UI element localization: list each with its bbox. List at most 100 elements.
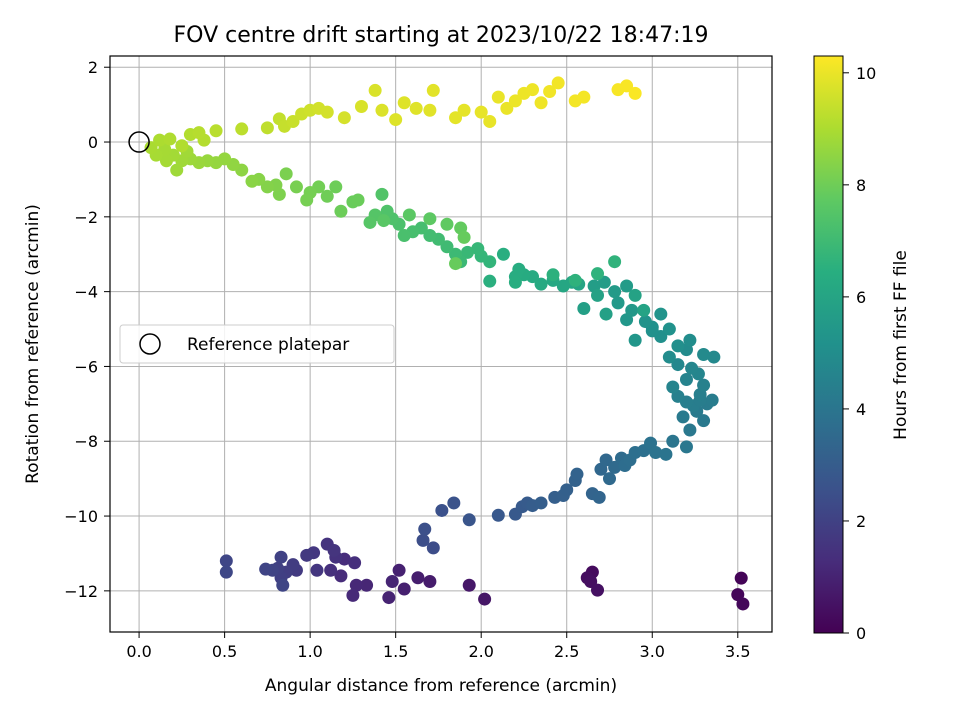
scatter-point [628, 288, 642, 302]
scatter-point [697, 378, 711, 392]
scatter-point [534, 96, 548, 110]
scatter-point [500, 101, 514, 115]
scatter-point [320, 189, 334, 203]
scatter-point [385, 575, 399, 589]
scatter-point [354, 99, 368, 113]
scatter-point [219, 565, 233, 579]
scatter-point [707, 350, 721, 364]
scatter-point [546, 268, 560, 282]
chart-title: FOV centre drift starting at 2023/10/22 … [174, 23, 709, 48]
scatter-point [599, 453, 613, 467]
scatter-point [402, 208, 416, 222]
scatter-point [697, 347, 711, 361]
colorbar-tick-label: 8 [856, 176, 866, 195]
scatter-point [602, 472, 616, 486]
scatter-point [496, 247, 510, 261]
y-tick-label: −2 [74, 208, 98, 227]
scatter-point [409, 101, 423, 115]
scatter-point [736, 597, 750, 611]
scatter-point [334, 204, 348, 218]
scatter-point [560, 483, 574, 497]
scatter-point [320, 105, 334, 119]
scatter-point [449, 247, 463, 261]
scatter-point [671, 358, 685, 372]
reference-point-marker [128, 131, 150, 153]
scatter-point [397, 229, 411, 243]
scatter-point [209, 124, 223, 138]
x-tick-label: 1.0 [297, 642, 322, 661]
y-tick-label: 2 [88, 58, 98, 77]
scatter-point [685, 361, 699, 375]
scatter-point [705, 393, 719, 407]
scatter-point [375, 103, 389, 117]
scatter-point [377, 214, 391, 228]
scatter-point [360, 578, 374, 592]
scatter-point [666, 434, 680, 448]
scatter-point [274, 550, 288, 564]
x-tick-label: 0.0 [126, 642, 151, 661]
scatter-point [327, 543, 341, 557]
scatter-point [219, 554, 233, 568]
y-tick-label: −6 [74, 357, 98, 376]
scatter-point [679, 373, 693, 387]
scatter-point [426, 541, 440, 555]
scatter-point [276, 578, 290, 592]
scatter-point [260, 180, 274, 194]
scatter-point [654, 307, 668, 321]
x-tick-label: 3.5 [725, 642, 750, 661]
colorbar-tick-label: 10 [856, 64, 876, 83]
scatter-point [683, 333, 697, 347]
scatter-point [638, 315, 652, 329]
scatter-point [329, 180, 343, 194]
scatter-point [478, 592, 492, 606]
scatter-point [534, 277, 548, 291]
scatter-point [611, 296, 625, 310]
scatter-point [368, 83, 382, 97]
scatter-point [392, 563, 406, 577]
scatter-point [440, 217, 454, 231]
colorbar-ticks: 0 2 4 6 8 10 [843, 64, 876, 643]
scatter-point [543, 85, 557, 99]
scatter-point [556, 279, 570, 293]
scatter-point [423, 212, 437, 226]
x-tick-label: 1.5 [383, 642, 408, 661]
scatter-point [235, 122, 249, 136]
scatter-point [426, 83, 440, 97]
colorbar-label: Hours from first FF file [891, 250, 911, 440]
scatter-point [324, 563, 338, 577]
scatter-point [457, 103, 471, 117]
scatter-point [676, 410, 690, 424]
scatter-point [683, 423, 697, 437]
scatter-point [462, 513, 476, 527]
scatter-point [591, 267, 605, 281]
scatter-point [337, 111, 351, 125]
scatter-point [457, 230, 471, 244]
scatter-point [192, 126, 206, 140]
scatter-point [144, 141, 158, 155]
scatter-point [666, 380, 680, 394]
scatter-point [334, 569, 348, 583]
scatter-point [671, 339, 685, 353]
scatter-point [300, 548, 314, 562]
scatter-point [163, 132, 177, 146]
scatter-point [449, 257, 463, 271]
scatter-point [351, 193, 365, 207]
scatter-point [397, 582, 411, 596]
scatter-point [491, 508, 505, 522]
scatter-point [153, 133, 167, 147]
scatter-point [734, 571, 748, 585]
x-tick-label: 2.5 [554, 642, 579, 661]
scatter-point [462, 578, 476, 592]
scatter-point [591, 288, 605, 302]
scatter-point [418, 522, 432, 536]
grid [110, 56, 772, 632]
scatter-point [608, 285, 622, 299]
x-axis-label: Angular distance from reference (arcmin) [265, 676, 617, 696]
scatter-point [628, 86, 642, 100]
y-tick-label: −8 [74, 432, 98, 451]
scatter-point [411, 571, 425, 585]
scatter-point [534, 496, 548, 510]
plot-frame [109, 55, 773, 633]
scatter-point [620, 279, 634, 293]
scatter-point [346, 588, 360, 602]
